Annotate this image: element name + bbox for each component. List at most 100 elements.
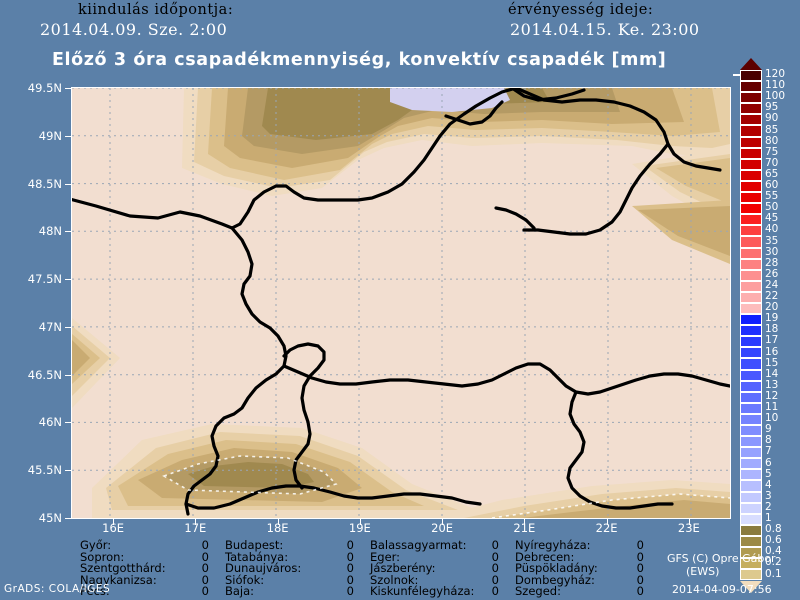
station-cell: Dunaujváros: 0 bbox=[225, 563, 370, 575]
colorbar-label-95: 95 bbox=[765, 101, 779, 114]
station-cell: Eger: 0 bbox=[370, 549, 515, 564]
colorbar-label-45: 45 bbox=[765, 212, 779, 225]
station-cell: Pécs: 0 bbox=[80, 586, 225, 598]
station-cell: Kiskunfélegyháza: 0 bbox=[370, 586, 515, 598]
credit-timestamp: 2014-04-09-07:56 bbox=[672, 583, 772, 596]
colorbar-label-17: 17 bbox=[765, 334, 779, 347]
lon-tick-mark bbox=[359, 518, 361, 525]
colorbar-label-90: 90 bbox=[765, 112, 779, 125]
colorbar-cell-40 bbox=[740, 225, 762, 237]
colorbar[interactable] bbox=[740, 70, 762, 581]
colorbar-cell-80 bbox=[740, 136, 762, 148]
station-name: Szentgotthárd: bbox=[80, 561, 166, 576]
station-value: 0 bbox=[636, 572, 644, 587]
station-name: Győr: bbox=[80, 538, 112, 552]
colorbar-label-24: 24 bbox=[765, 278, 779, 291]
colorbar-cell-70 bbox=[740, 158, 762, 170]
station-name: Szeged: bbox=[515, 584, 561, 599]
station-name: Jászberény: bbox=[370, 561, 436, 576]
colorbar-label-9: 9 bbox=[765, 423, 772, 436]
lon-tick-17e: 17E bbox=[184, 521, 207, 535]
station-name: Dunaujváros: bbox=[225, 561, 302, 576]
colorbar-label-28: 28 bbox=[765, 256, 779, 269]
colorbar-label-80: 80 bbox=[765, 134, 779, 147]
colorbar-cell-90 bbox=[740, 114, 762, 126]
colorbar-label-4: 4 bbox=[765, 478, 772, 491]
colorbar-label-50: 50 bbox=[765, 201, 779, 214]
station-name: Budapest: bbox=[225, 538, 284, 552]
colorbar-cell-20 bbox=[740, 302, 762, 315]
lat-tick-48.5n: 48.5N bbox=[27, 176, 62, 191]
colorbar-label-10: 10 bbox=[765, 412, 779, 425]
colorbar-cell-19 bbox=[740, 314, 762, 326]
colorbar-cell-9 bbox=[740, 425, 762, 437]
lon-tick-18e: 18E bbox=[266, 521, 289, 535]
station-cell: Győr: 0 bbox=[80, 538, 225, 552]
colorbar-cell-13 bbox=[740, 380, 762, 392]
colorbar-label-30: 30 bbox=[765, 245, 779, 258]
station-value: 0 bbox=[346, 549, 354, 564]
table-row: Szentgotthárd: 0 Dunaujváros: 0 Jászberény: 0… bbox=[80, 563, 660, 575]
lat-tick-46.5n: 46.5N bbox=[27, 367, 62, 382]
colorbar-label-8: 8 bbox=[765, 434, 772, 447]
colorbar-cell-45 bbox=[740, 214, 762, 226]
colorbar-cell-16 bbox=[740, 347, 762, 359]
lat-tick-49n: 49N bbox=[38, 128, 62, 143]
colorbar-cell-4 bbox=[740, 480, 762, 492]
station-cell: Szolnok: 0 bbox=[370, 572, 515, 587]
colorbar-cell-0.8 bbox=[740, 524, 762, 536]
station-name: Baja: bbox=[225, 584, 255, 599]
station-cell: Nagykanizsa: 0 bbox=[80, 574, 225, 587]
lat-tick-45.5n: 45.5N bbox=[27, 463, 62, 478]
station-cell: Jászberény: 0 bbox=[370, 563, 515, 575]
station-value: 0 bbox=[636, 538, 644, 552]
station-name: Sopron: bbox=[80, 549, 125, 564]
station-cell: Szeged: 0 bbox=[515, 586, 660, 598]
colorbar-cell-3 bbox=[740, 491, 762, 503]
table-row: Pécs: 0 Baja: 0 Kiskunfélegyháza: 0 Szeged: 0 bbox=[80, 586, 660, 598]
lat-tick-mark bbox=[65, 326, 72, 328]
station-value: 0 bbox=[201, 561, 209, 576]
colorbar-cell-60 bbox=[740, 180, 762, 193]
lon-tick-mark bbox=[442, 518, 444, 525]
lat-tick-mark bbox=[65, 88, 72, 89]
colorbar-label-120: 120 bbox=[765, 68, 786, 80]
page-title: Előző 3 óra csapadékmennyiség, konvektív… bbox=[52, 50, 667, 70]
colorbar-cell-1 bbox=[740, 513, 762, 525]
colorbar-label-26: 26 bbox=[765, 267, 779, 280]
colorbar-cell-30 bbox=[740, 247, 762, 259]
colorbar-cell-10 bbox=[740, 413, 762, 425]
colorbar-cell-65 bbox=[740, 169, 762, 181]
station-name: Püspökladány: bbox=[515, 561, 598, 576]
colorbar-label-55: 55 bbox=[765, 190, 779, 203]
colorbar-cell-18 bbox=[740, 325, 762, 337]
station-value: 0 bbox=[491, 572, 499, 587]
precipitation-map[interactable] bbox=[72, 88, 730, 518]
station-value: 0 bbox=[491, 538, 499, 552]
lat-tick-47n: 47N bbox=[38, 319, 62, 334]
lat-tick-mark bbox=[65, 231, 72, 233]
station-name: Kiskunfélegyháza: bbox=[370, 584, 475, 599]
valid-time-value: 2014.04.15. Ke. 23:00 bbox=[510, 20, 700, 39]
lat-tick-45n: 45N bbox=[38, 511, 62, 525]
station-name: Eger: bbox=[370, 549, 401, 564]
station-cell: Sopron: 0 bbox=[80, 549, 225, 564]
station-name: Nyíregyháza: bbox=[515, 538, 591, 552]
credit-org: (EWS) bbox=[686, 565, 720, 578]
colorbar-label-0.2: 0.2 bbox=[765, 556, 782, 569]
colorbar-cell-95 bbox=[740, 103, 762, 115]
station-name: Dombegyház: bbox=[515, 572, 595, 587]
colorbar-label-65: 65 bbox=[765, 167, 779, 180]
lat-tick-mark bbox=[65, 279, 72, 281]
colorbar-label-6: 6 bbox=[765, 456, 772, 469]
station-value: 0 bbox=[346, 538, 354, 552]
colorbar-cell-11 bbox=[740, 402, 762, 414]
colorbar-label-60: 60 bbox=[765, 179, 779, 191]
credit-source: GFS (C) Opre Gábor bbox=[667, 552, 776, 565]
station-value: 0 bbox=[636, 549, 644, 564]
lon-tick-mark bbox=[277, 518, 279, 525]
table-row: Sopron: 0 Tatabánya: 0 Eger: 0 Debrecen: 0 bbox=[80, 549, 660, 564]
colorbar-cell-120 bbox=[740, 70, 762, 82]
lon-tick-mark bbox=[606, 518, 608, 525]
